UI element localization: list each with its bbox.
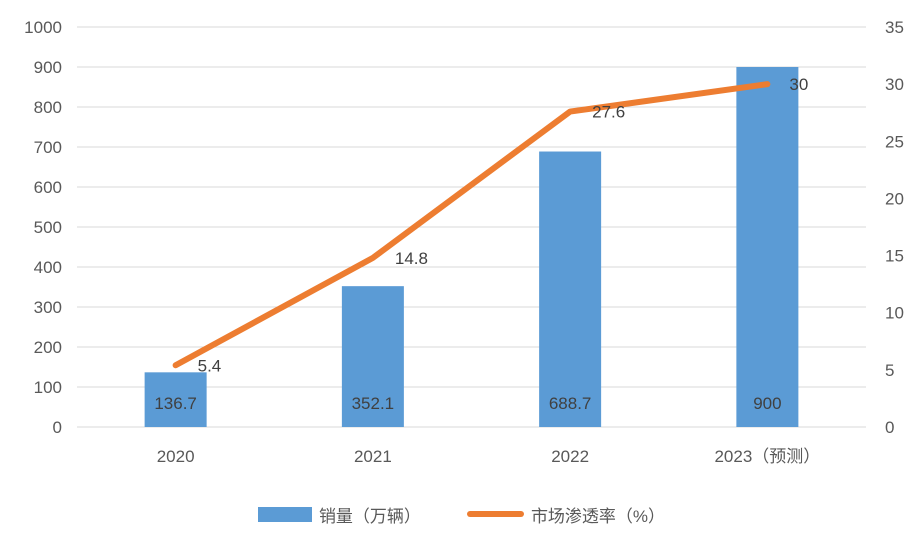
line-point-label: 27.6 [592, 103, 625, 122]
x-axis-label: 2022 [551, 447, 589, 466]
left-axis-tick-label: 800 [34, 98, 62, 117]
bar-value-label: 900 [753, 394, 781, 413]
line-point-label: 30 [789, 75, 808, 94]
line-point-label: 5.4 [198, 356, 222, 375]
left-axis-tick-label: 0 [53, 418, 62, 437]
left-axis-tick-label: 300 [34, 298, 62, 317]
right-axis-tick-label: 25 [885, 132, 904, 151]
bar [539, 151, 602, 427]
left-axis-tick-label: 700 [34, 138, 62, 157]
chart-plot-area: 0 100 200 300 400 500 600 700 800 900 1000 0 5 10 15 20… [24, 18, 904, 466]
left-axis-tick-label: 200 [34, 338, 62, 357]
bar [736, 67, 799, 427]
bar-value-label: 352.1 [352, 394, 395, 413]
left-axis-tick-label: 100 [34, 378, 62, 397]
right-axis-tick-label: 30 [885, 75, 904, 94]
legend-item-penetration: 市场渗透率（%） [466, 502, 666, 527]
bar-series-swatch-icon [257, 506, 312, 522]
right-axis-tick-label: 0 [885, 418, 894, 437]
line-series [172, 81, 771, 369]
x-axis-label: 2021 [354, 447, 392, 466]
bar-value-label: 136.7 [154, 394, 197, 413]
left-axis-tick-label: 500 [34, 218, 62, 237]
right-axis-tick-label: 20 [885, 189, 904, 208]
bar [144, 372, 207, 427]
right-axis-tick-label: 15 [885, 247, 904, 266]
legend: 销量（万辆） 市场渗透率（%） [0, 499, 923, 529]
x-axis-label: 2023（预测） [714, 447, 820, 466]
legend-label-penetration: 市场渗透率（%） [530, 506, 666, 526]
legend-label-sales: 销量（万辆） [318, 506, 421, 526]
right-axis-tick-label: 10 [885, 304, 904, 323]
left-axis-tick-label: 900 [34, 58, 62, 77]
bar [341, 286, 404, 427]
right-axis-tick-label: 5 [885, 361, 894, 380]
left-axis-tick-label: 600 [34, 178, 62, 197]
left-axis-tick-label: 400 [34, 258, 62, 277]
line-point-label: 14.8 [395, 249, 428, 268]
right-axis-tick-label: 35 [885, 18, 904, 37]
legend-item-sales: 销量（万辆） [257, 502, 421, 527]
bar-value-label: 688.7 [549, 394, 592, 413]
x-axis-label: 2020 [157, 447, 195, 466]
line-series-swatch-icon [466, 511, 524, 517]
left-axis-tick-label: 1000 [24, 18, 62, 37]
